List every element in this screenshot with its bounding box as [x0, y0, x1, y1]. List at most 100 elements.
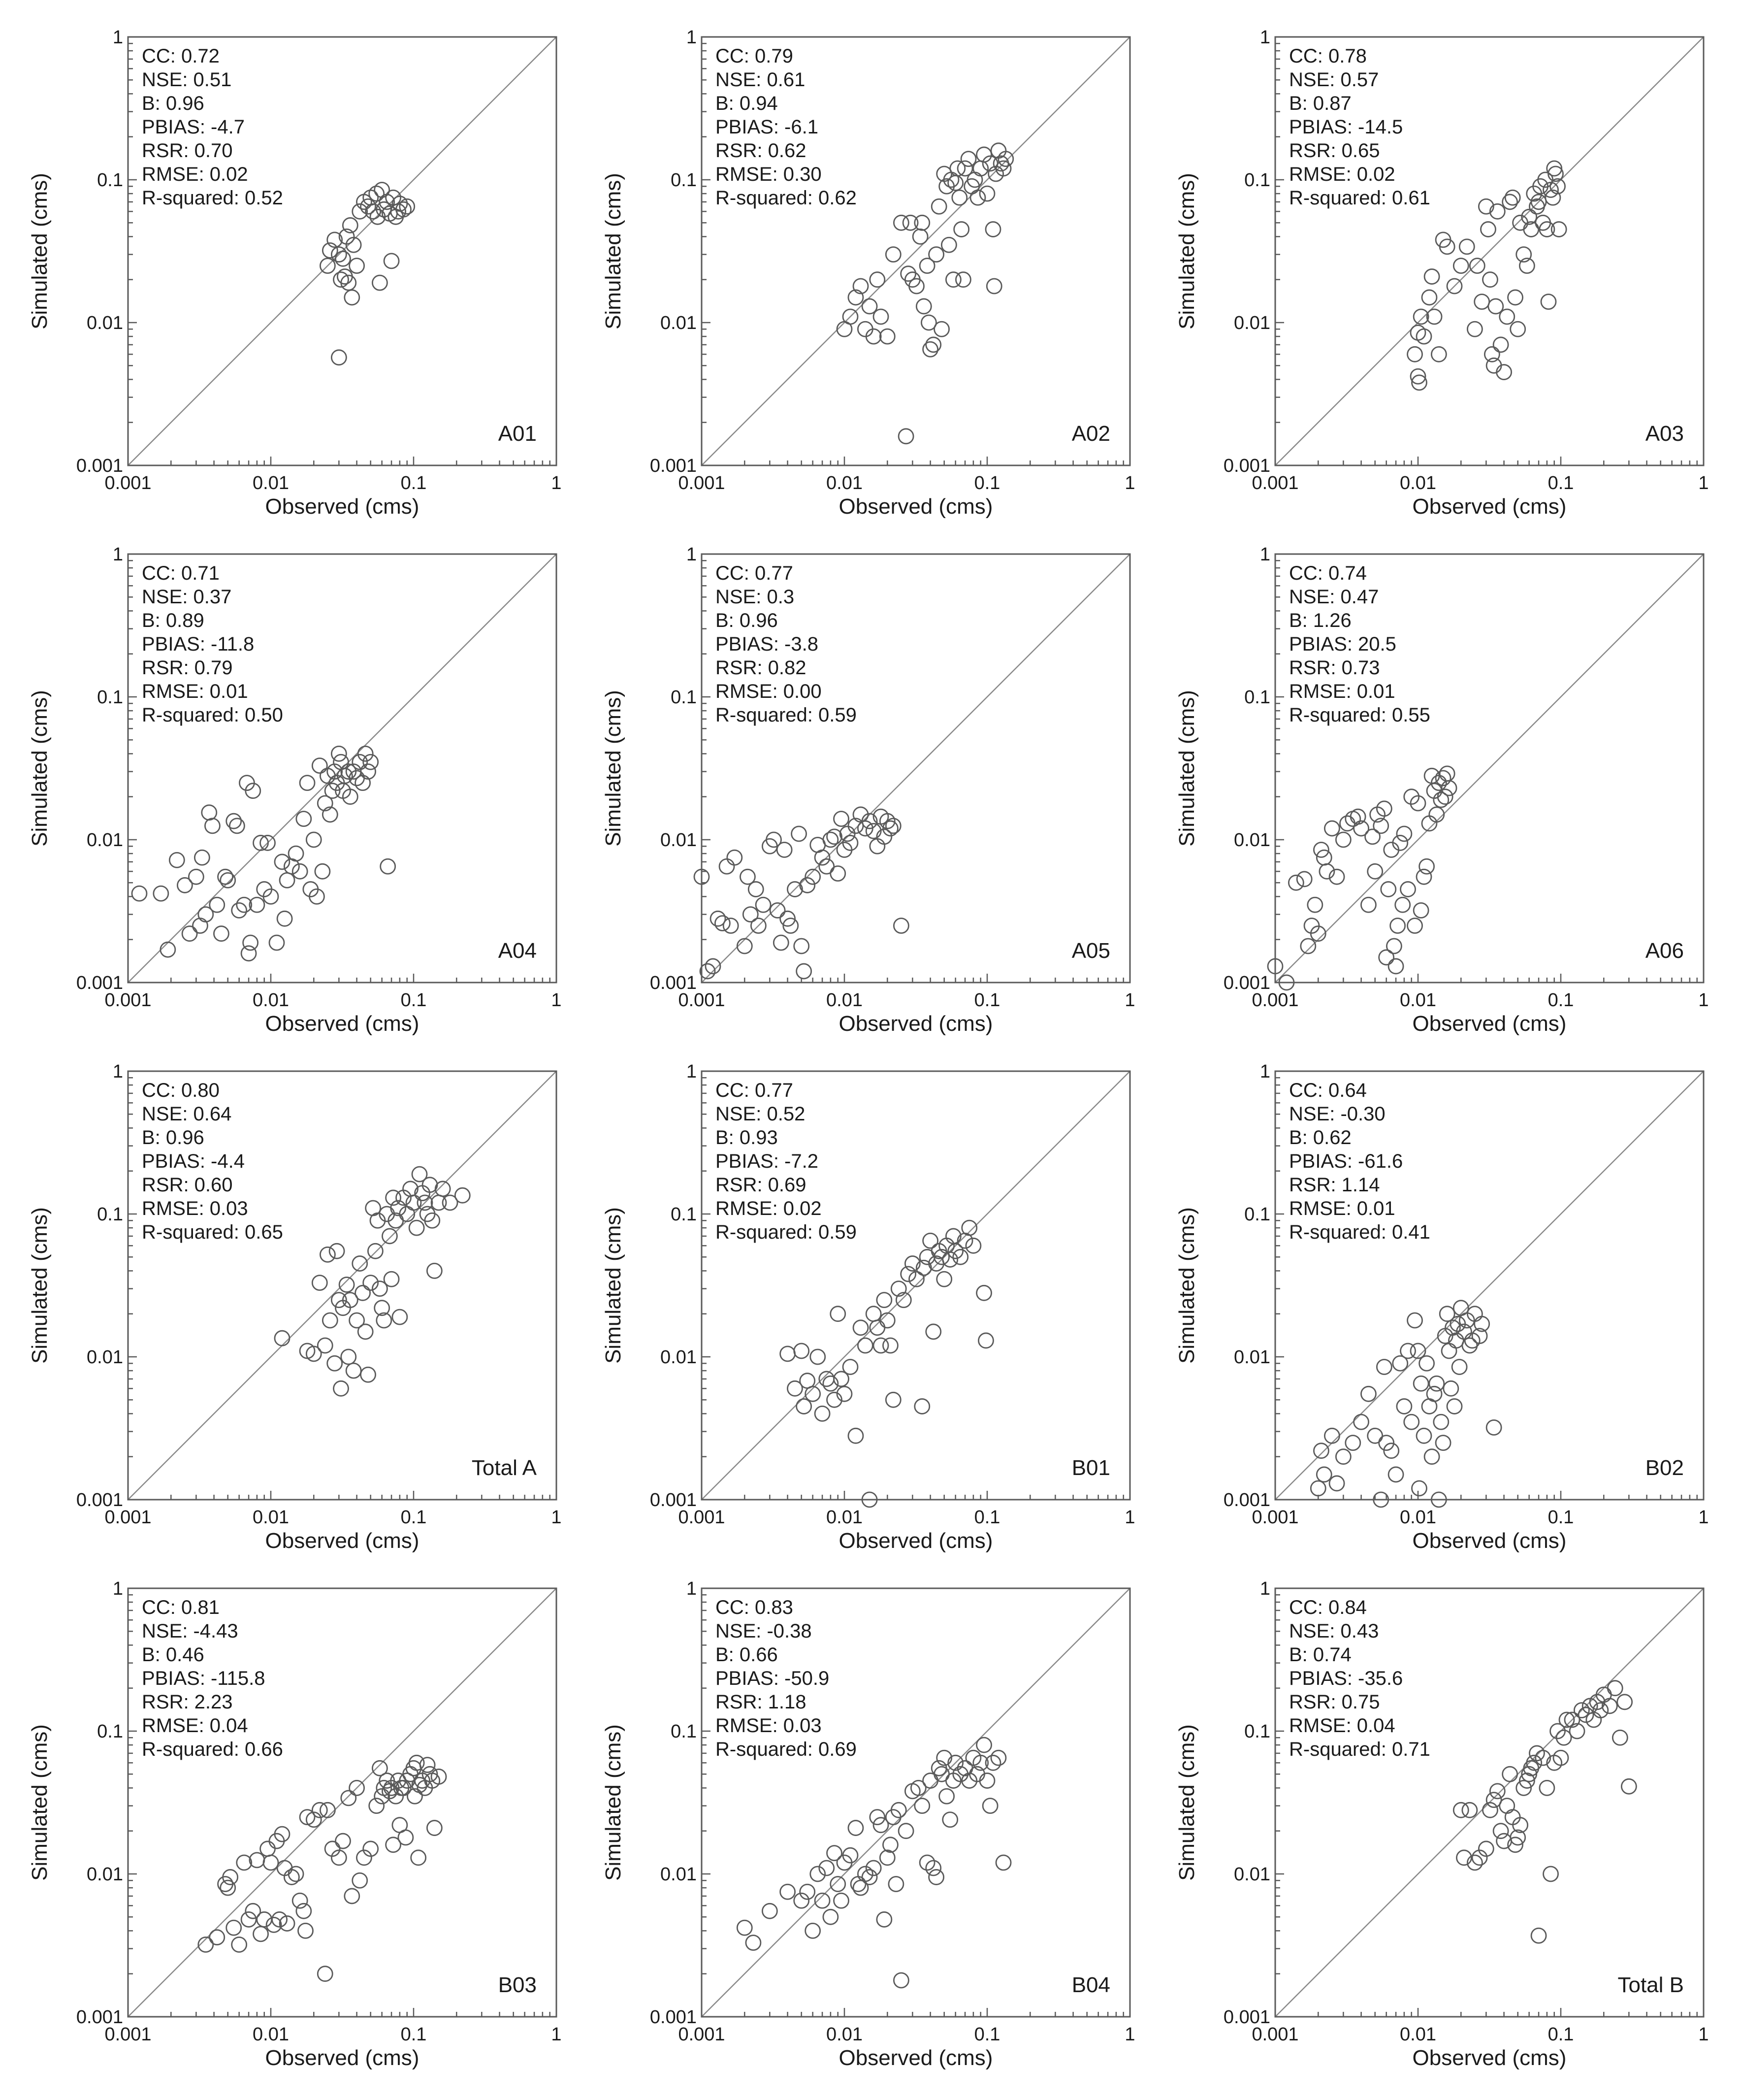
data-point: [295, 811, 312, 827]
data-point: [985, 1754, 1001, 1771]
y-axis-title: Simulated (cms): [28, 690, 52, 847]
data-point: [796, 1398, 812, 1414]
data-point: [761, 838, 778, 854]
y-tick-label: 0.001: [76, 973, 123, 993]
data-point: [326, 231, 343, 248]
data-point: [1499, 1798, 1515, 1814]
data-point: [349, 1312, 365, 1329]
data-point: [399, 198, 416, 215]
data-point: [1483, 346, 1500, 362]
data-point: [1564, 1711, 1580, 1728]
y-axis-title: Simulated (cms): [28, 1207, 52, 1364]
data-point: [888, 1876, 904, 1892]
data-point: [1435, 1435, 1451, 1451]
stat-line: RSR: 0.62: [715, 140, 806, 162]
y-tick-label: 0.001: [650, 973, 697, 993]
data-point: [830, 1876, 846, 1892]
data-point: [826, 1391, 842, 1408]
data-point: [265, 1916, 282, 1933]
data-point: [936, 1271, 953, 1287]
data-point: [898, 428, 914, 445]
data-point: [283, 1869, 300, 1885]
data-point: [410, 1849, 427, 1866]
y-tick-label: 0.1: [1244, 687, 1270, 708]
data-point: [379, 194, 395, 210]
data-point: [782, 918, 799, 934]
data-point: [1313, 1443, 1329, 1459]
stat-line: RMSE: 0.02: [715, 1198, 822, 1219]
data-point: [1396, 1398, 1413, 1414]
data-point: [395, 1189, 412, 1206]
data-point: [1578, 1706, 1594, 1723]
data-point: [776, 842, 793, 858]
data-point: [276, 910, 293, 927]
data-point: [988, 165, 1004, 182]
data-point: [297, 1923, 314, 1939]
data-point: [1369, 806, 1386, 823]
data-point: [299, 775, 316, 791]
stat-line: NSE: 0.47: [1289, 586, 1379, 608]
data-point: [1413, 1375, 1429, 1392]
data-point: [1507, 289, 1523, 306]
data-point: [814, 849, 831, 866]
data-point: [356, 1849, 372, 1866]
data-point: [374, 182, 390, 198]
data-point: [268, 1833, 285, 1849]
data-point: [822, 1908, 839, 1925]
stat-line: R-squared: 0.61: [1289, 187, 1430, 209]
data-point: [833, 1371, 849, 1387]
y-tick-label: 0.1: [97, 1204, 123, 1225]
data-point: [1339, 815, 1355, 832]
data-point: [1540, 294, 1557, 310]
x-tick-label: 0.01: [253, 1507, 289, 1528]
data-point: [1458, 1312, 1475, 1329]
data-point: [291, 863, 308, 880]
data-point: [1407, 1312, 1423, 1329]
x-tick-label: 1: [1698, 2024, 1709, 2045]
data-point: [857, 321, 873, 337]
data-point: [305, 1811, 322, 1828]
data-point: [421, 1177, 438, 1193]
data-point: [1496, 1833, 1512, 1849]
data-point: [857, 820, 873, 837]
data-point: [1328, 868, 1345, 885]
data-point: [239, 775, 255, 791]
data-point: [360, 198, 376, 215]
y-tick-label: 1: [113, 544, 123, 565]
data-point: [942, 1251, 959, 1268]
data-point: [769, 902, 786, 919]
data-point: [395, 1780, 412, 1796]
data-point: [922, 1772, 938, 1789]
data-point: [861, 298, 878, 315]
data-point: [1480, 221, 1496, 237]
data-point: [761, 1903, 778, 1919]
data-point: [799, 1373, 816, 1389]
x-tick-label: 0.01: [826, 473, 863, 493]
data-point: [773, 934, 789, 951]
data-point: [709, 910, 726, 927]
x-tick-label: 0.01: [253, 473, 289, 493]
data-point: [1546, 160, 1563, 177]
y-tick-label: 0.1: [671, 1721, 697, 1742]
data-point: [961, 1219, 978, 1236]
data-point: [1552, 1749, 1569, 1766]
data-point: [949, 160, 966, 177]
stat-line: PBIAS: -50.9: [715, 1668, 829, 1689]
data-point: [928, 1869, 945, 1885]
data-point: [328, 1243, 345, 1259]
data-point: [371, 1280, 388, 1297]
stat-line: R-squared: 0.65: [142, 1221, 283, 1243]
data-point: [240, 1911, 257, 1928]
data-point: [262, 1854, 279, 1871]
data-point: [985, 221, 1001, 237]
stat-line: CC: 0.83: [715, 1597, 793, 1618]
data-point: [1521, 1766, 1538, 1782]
y-tick-label: 1: [686, 544, 697, 565]
data-point: [1504, 189, 1521, 206]
data-point: [1267, 958, 1284, 975]
data-point: [1350, 808, 1366, 825]
data-point: [1549, 1723, 1566, 1739]
data-point: [408, 1219, 425, 1236]
